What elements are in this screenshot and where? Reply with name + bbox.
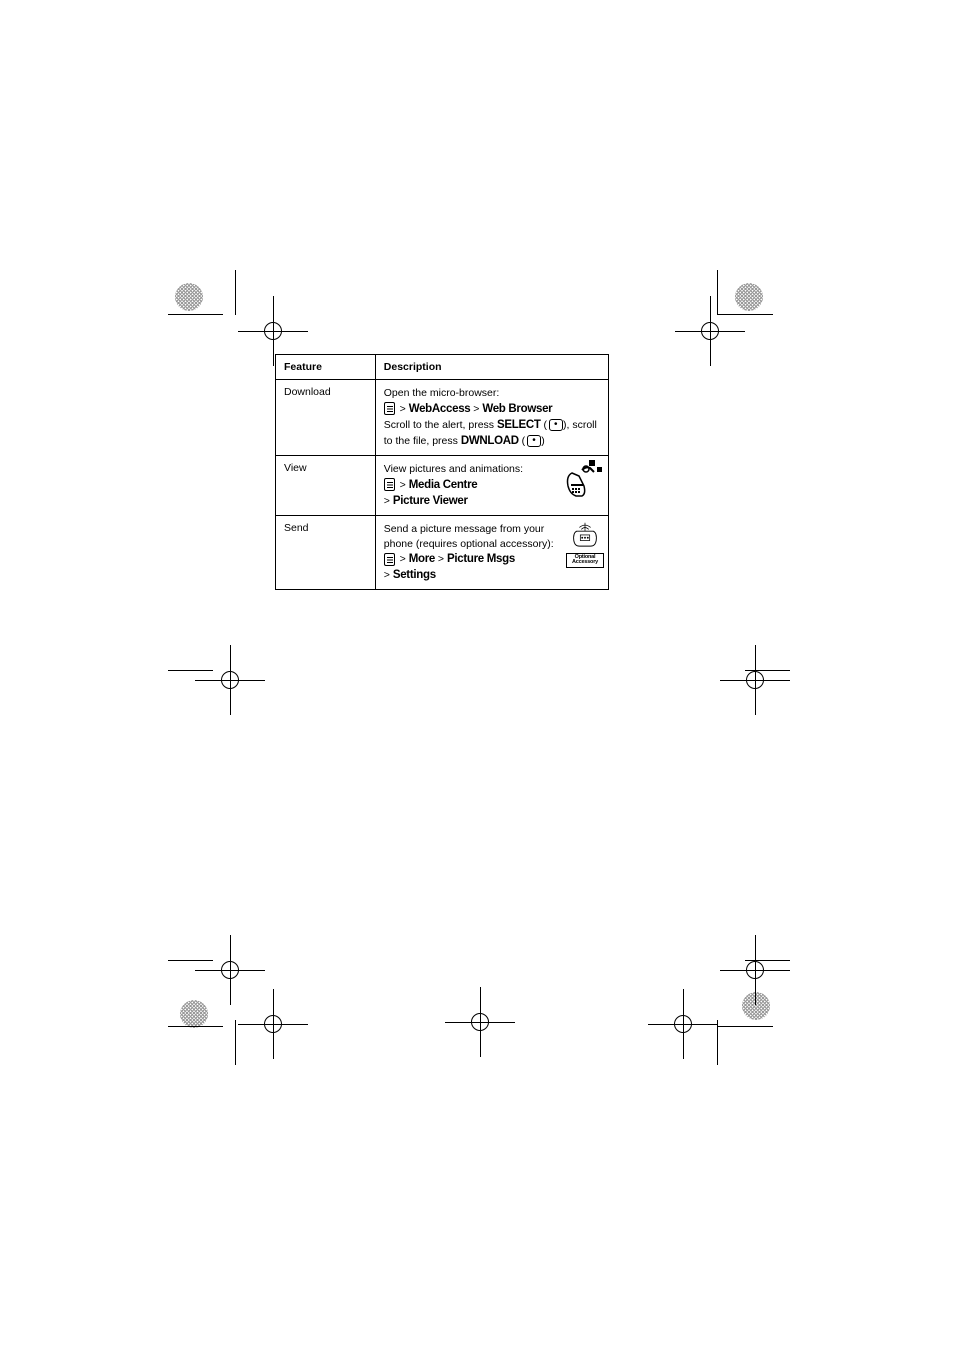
softkey-icon: [549, 419, 563, 431]
registration-mark: [238, 989, 308, 1059]
feature-label: Download: [284, 386, 331, 398]
registration-mark: [648, 989, 718, 1059]
header-description: Description: [375, 355, 608, 380]
table-header-row: Feature Description: [276, 355, 609, 380]
registration-mark: [445, 987, 515, 1057]
crop-line: [168, 1026, 223, 1027]
registration-mark: [720, 645, 790, 715]
menu-key-icon: [384, 478, 395, 491]
header-feature: Feature: [276, 355, 376, 380]
optional-accessory-icon: Optional Accessory: [566, 520, 604, 568]
desc-prefix: Open the micro-browser:: [384, 387, 500, 399]
table-row: View View p: [276, 455, 609, 515]
feature-table: Feature Description Download Open the mi…: [275, 354, 609, 590]
softkey-icon: [527, 435, 541, 447]
registration-globe-tl: [175, 283, 225, 333]
menu-path: More: [409, 553, 435, 565]
menu-key-icon: [384, 402, 395, 415]
desc-prefix: View pictures and animations:: [384, 463, 523, 475]
menu-path: Picture Viewer: [393, 495, 468, 507]
table-row: Send Optional Accessory: [276, 515, 609, 590]
menu-key-icon: [384, 553, 395, 566]
crop-line: [235, 1020, 236, 1065]
feature-label: View: [284, 462, 307, 474]
button-label: DWNLOAD: [461, 435, 519, 447]
desc-prefix: Send a picture message from your phone (…: [384, 523, 554, 550]
accessory-label-bottom: Accessory: [567, 560, 603, 566]
desc-text: Scroll to the alert, press: [384, 419, 497, 431]
registration-mark: [195, 645, 265, 715]
menu-path: Settings: [393, 569, 436, 581]
phone-programming-icon: [564, 458, 604, 500]
crop-line: [168, 314, 223, 315]
button-label: SELECT: [497, 419, 541, 431]
description-cell: Open the micro-browser: > WebAccess > We…: [384, 386, 600, 449]
menu-path: Web Browser: [482, 403, 552, 415]
table-row: Download Open the micro-browser: > WebAc…: [276, 380, 609, 456]
menu-path: Picture Msgs: [447, 553, 515, 565]
menu-path: WebAccess: [409, 403, 471, 415]
registration-mark: [720, 935, 790, 1005]
registration-globe-bl: [180, 1000, 230, 1050]
crop-line: [235, 270, 236, 315]
crop-line: [718, 1026, 773, 1027]
feature-label: Send: [284, 522, 309, 534]
menu-path: Media Centre: [409, 479, 478, 491]
registration-mark: [675, 296, 745, 366]
